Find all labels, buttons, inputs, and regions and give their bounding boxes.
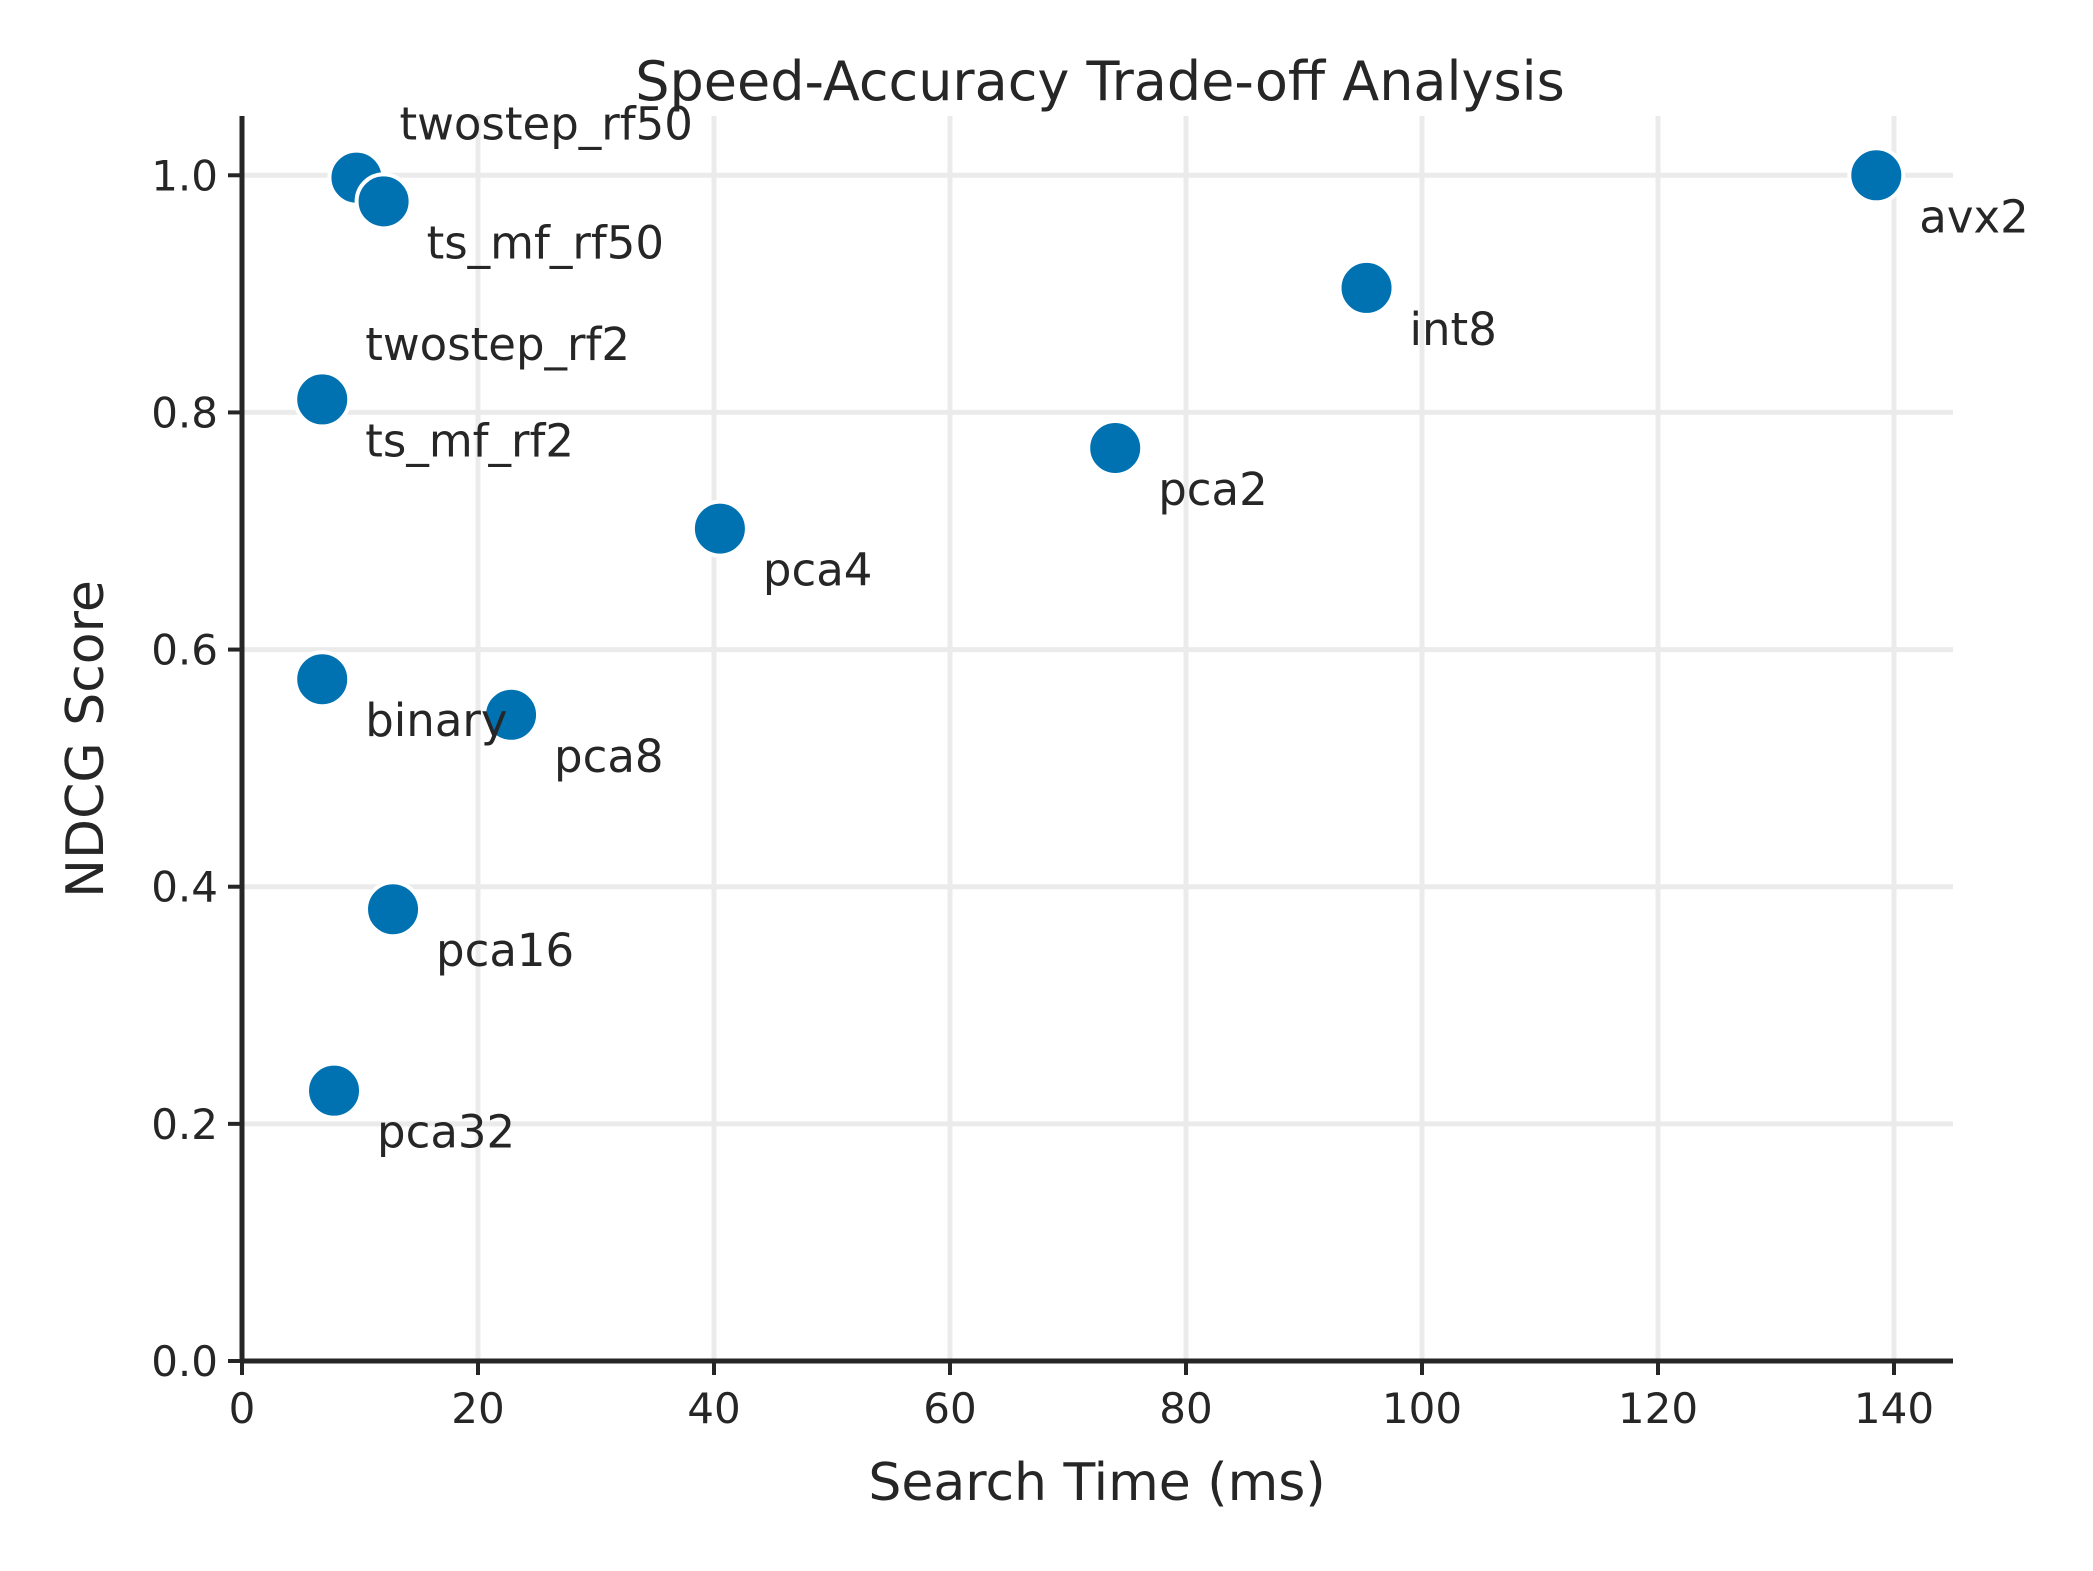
y-tick-label: 1.0 (151, 151, 218, 200)
x-tick-label: 60 (923, 1384, 976, 1433)
grid-lines (242, 116, 1953, 1361)
y-tick-label: 0.4 (151, 863, 218, 912)
y-tick-label: 0.2 (151, 1100, 218, 1149)
x-tick-label: 140 (1854, 1384, 1934, 1433)
y-tick-label: 0.8 (151, 388, 218, 437)
scatter-point-avx2 (1847, 146, 1906, 205)
point-label-binary: binary (365, 694, 507, 747)
x-tick-label: 100 (1382, 1384, 1462, 1433)
x-tick-label: 120 (1618, 1384, 1698, 1433)
scatter-point-pca4 (690, 499, 749, 558)
scatter-point-pca8 (482, 685, 541, 744)
point-label-ts_mf_rf50: ts_mf_rf50 (427, 216, 664, 269)
point-label-pca32: pca32 (377, 1106, 515, 1159)
point-label-twostep_rf2: twostep_rf2 (365, 318, 630, 371)
y-axis-label: NDCG Score (56, 580, 116, 898)
point-label-ts_mf_rf2: ts_mf_rf2 (365, 414, 574, 467)
scatter-point-pca2 (1086, 419, 1145, 477)
scatter-point-ts_mf_rf2 (293, 370, 352, 429)
point-label-twostep_rf50: twostep_rf50 (399, 98, 692, 151)
x-tick-label: 20 (451, 1384, 504, 1433)
point-label-avx2: avx2 (1919, 190, 2028, 243)
point-label-pca16: pca16 (436, 924, 574, 977)
x-tick-label: 0 (229, 1384, 256, 1433)
axis-ticks: 0 20 40 60 80 100 120 140 0.0 0.2 0.4 0.6 0.8 1.0 (151, 151, 1934, 1433)
scatter-point-ts_mf_rf50 (354, 172, 413, 231)
x-axis-label: Search Time (ms) (868, 1453, 1325, 1513)
y-tick-label: 0.0 (151, 1337, 218, 1386)
chart-title: Speed-Accuracy Trade-off Analysis (635, 50, 1565, 113)
scatter-point-pca16 (364, 880, 423, 939)
x-tick-label: 40 (687, 1384, 740, 1433)
point-label-int8: int8 (1410, 303, 1497, 356)
point-labels: twostep_rf50 ts_mf_rf50 avx2 int8 twostep_rf… (365, 98, 2029, 1159)
point-label-pca4: pca4 (763, 544, 873, 597)
y-tick-label: 0.6 (151, 626, 218, 675)
point-label-pca2: pca2 (1158, 463, 1268, 516)
scatter-point-pca32 (305, 1061, 364, 1120)
point-label-pca8: pca8 (554, 730, 664, 783)
scatter-point-int8 (1337, 258, 1396, 317)
scatter-point-binary (293, 650, 352, 709)
data-points (293, 146, 1906, 1120)
x-tick-label: 80 (1159, 1384, 1212, 1433)
